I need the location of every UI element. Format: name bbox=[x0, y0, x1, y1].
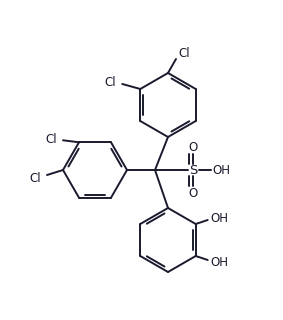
Text: OH: OH bbox=[212, 164, 230, 177]
Text: S: S bbox=[189, 164, 197, 177]
Text: OH: OH bbox=[211, 212, 229, 225]
Text: OH: OH bbox=[211, 255, 229, 268]
Text: O: O bbox=[188, 140, 198, 154]
Text: Cl: Cl bbox=[29, 172, 41, 185]
Text: Cl: Cl bbox=[104, 76, 116, 89]
Text: O: O bbox=[188, 187, 198, 199]
Text: Cl: Cl bbox=[178, 46, 190, 60]
Text: Cl: Cl bbox=[45, 133, 57, 146]
